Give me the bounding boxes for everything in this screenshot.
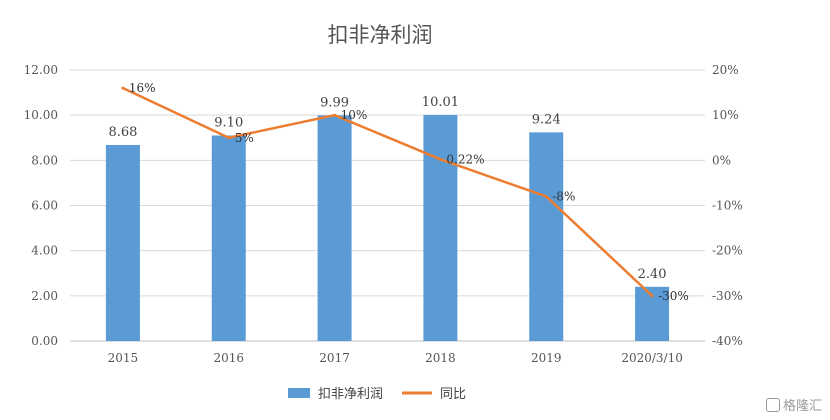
left-tick-label: 4.00 <box>31 244 58 258</box>
bar-data-label: 9.99 <box>320 95 349 110</box>
line-path <box>122 86 653 297</box>
left-tick-label: 2.00 <box>31 289 58 303</box>
bar <box>423 114 458 342</box>
x-tick-label: 2019 <box>531 351 562 365</box>
x-tick-label: 2018 <box>425 351 456 365</box>
bar <box>529 132 564 341</box>
line-data-label: -8% <box>552 189 575 203</box>
right-tick-label: 0% <box>712 153 731 167</box>
watermark-logo-icon <box>765 397 780 412</box>
chart-title: 扣非净利润 <box>328 23 433 47</box>
bar <box>211 135 246 341</box>
right-tick-label: 10% <box>712 108 739 122</box>
bar <box>317 115 352 341</box>
line-point <box>333 113 337 117</box>
bar-data-label: 10.01 <box>422 95 459 110</box>
bar-series: 8.68 9.10 9.99 10.01 9.24 2.40 <box>105 95 670 342</box>
right-tick-label: -30% <box>712 289 743 303</box>
left-tick-label: 10.00 <box>24 108 58 122</box>
line-point <box>227 136 231 140</box>
legend-bar-swatch <box>288 388 310 398</box>
legend-line-label: 同比 <box>440 387 466 402</box>
left-tick-label: 6.00 <box>31 199 58 213</box>
x-tick-label: 2020/3/10 <box>621 351 683 365</box>
line-point <box>650 294 654 298</box>
bar-data-label: 9.10 <box>214 115 243 130</box>
line-point <box>438 157 442 161</box>
legend: 扣非净利润 同比 <box>288 387 466 402</box>
watermark: 格隆汇 <box>765 395 822 414</box>
bar <box>105 144 140 341</box>
bar-data-label: 9.24 <box>532 112 561 127</box>
line-data-label: 0.22% <box>446 152 484 166</box>
line-data-label: -30% <box>658 289 689 303</box>
right-tick-label: -10% <box>712 199 743 213</box>
right-tick-label: -40% <box>712 334 743 348</box>
bar-data-label: 2.40 <box>638 267 667 282</box>
left-tick-label: 8.00 <box>31 153 58 167</box>
x-axis-ticks: 2015 2016 2017 2018 2019 2020/3/10 <box>108 351 683 365</box>
left-axis-ticks: 0.00 2.00 4.00 6.00 8.00 10.00 12.00 <box>24 63 58 348</box>
left-tick-label: 12.00 <box>24 63 58 77</box>
line-data-label: 16% <box>129 81 156 95</box>
watermark-text: 格隆汇 <box>782 399 822 414</box>
legend-bar-label: 扣非净利润 <box>318 387 383 402</box>
line-data-label: 5% <box>235 131 254 145</box>
bar-data-label: 8.68 <box>108 125 137 140</box>
line-point <box>544 194 548 198</box>
x-tick-label: 2017 <box>319 351 350 365</box>
x-tick-label: 2015 <box>108 351 139 365</box>
x-tick-label: 2016 <box>213 351 244 365</box>
right-axis-ticks: -40% -30% -20% -10% 0% 10% 20% <box>712 63 743 348</box>
right-tick-label: -20% <box>712 244 743 258</box>
right-tick-label: 20% <box>712 63 739 77</box>
line-series: 16% 5% 10% 0.22% -8% -30% <box>121 81 689 303</box>
left-tick-label: 0.00 <box>31 334 58 348</box>
line-data-label: 10% <box>341 108 368 122</box>
gridlines <box>70 69 705 342</box>
line-point <box>121 86 125 90</box>
